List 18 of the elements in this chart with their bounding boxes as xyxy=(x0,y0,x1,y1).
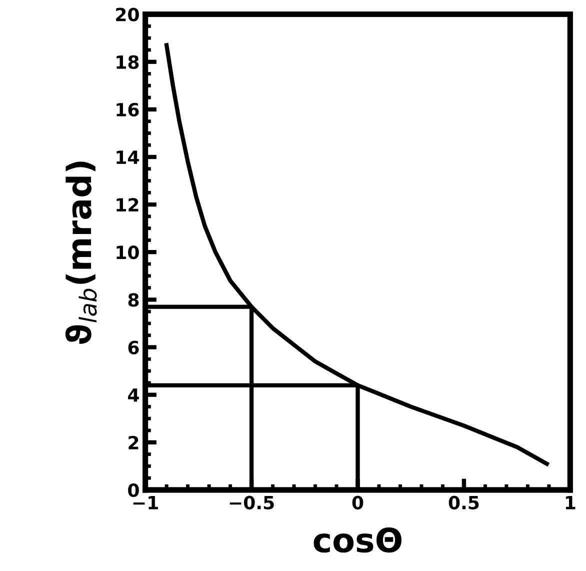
y-tick-label: 20 xyxy=(116,8,139,22)
x-tick-label: −0.5 xyxy=(230,496,274,510)
y-tick-label: 10 xyxy=(116,246,139,260)
y-tick-label: 2 xyxy=(128,436,138,450)
x-tick-label: 0 xyxy=(352,496,364,510)
y-tick-label: 18 xyxy=(116,55,139,69)
y-tick-label: 6 xyxy=(128,340,139,354)
x-tick-label: 1 xyxy=(566,496,576,510)
x-tick-label: 0.5 xyxy=(448,496,479,510)
y-axis-title: ϑ$_{lab}$(mrad) xyxy=(65,162,97,344)
y-tick-label: 16 xyxy=(116,102,139,117)
y-tick-label: 0 xyxy=(128,483,139,498)
y-tick-label: 14 xyxy=(116,150,139,164)
x-axis-title: cosΘ xyxy=(314,527,402,553)
x-tick-label: −1 xyxy=(133,496,158,510)
y-tick-label: 12 xyxy=(116,198,138,212)
y-tick-label: 4 xyxy=(128,388,139,402)
y-tick-label: 8 xyxy=(128,293,139,307)
